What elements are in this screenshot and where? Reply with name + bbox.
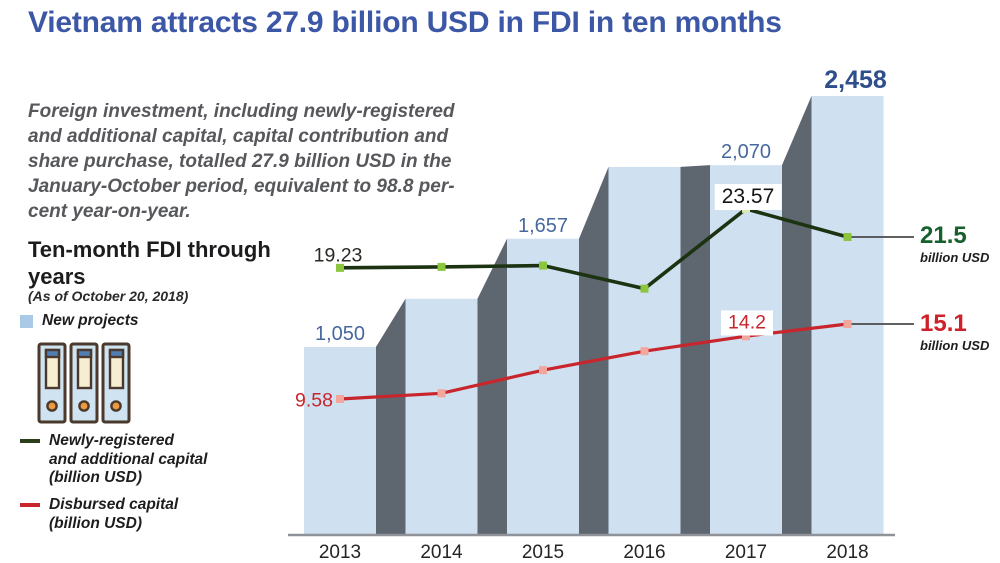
newly-registered-end-label: 21.5 billion USD — [920, 222, 989, 265]
legend-disbursed: Disbursed capital (billion USD) — [20, 496, 178, 533]
marker-newly-registered-2013 — [336, 263, 344, 272]
legend-text-line: Newly-registered — [49, 432, 174, 449]
green-line-swatch-icon — [20, 439, 40, 443]
marker-disbursed-2016 — [640, 347, 649, 356]
intro-line: and additional capital, capital contribu… — [28, 126, 449, 147]
bar-value-label: 2,070 — [720, 141, 772, 164]
section-subheading: (As of October 20, 2018) — [28, 288, 189, 304]
x-axis-label: 2014 — [420, 542, 463, 563]
point-label: 9.58 — [295, 389, 333, 412]
x-axis-label: 2013 — [318, 542, 362, 563]
bar-side-2015 — [477, 238, 507, 534]
end-value: 21.5 — [920, 222, 967, 249]
bar-side-2018 — [782, 96, 812, 534]
binder-icon — [37, 342, 67, 424]
point-label: 23.57 — [714, 184, 782, 210]
bar-2018 — [811, 96, 884, 534]
x-axis-label: 2017 — [724, 542, 768, 563]
end-value: 15.1 — [920, 310, 967, 337]
binder-icon — [69, 342, 99, 424]
x-axis-label: 2018 — [826, 542, 869, 563]
marker-newly-registered-2018 — [843, 233, 852, 242]
end-unit: billion USD — [920, 250, 990, 265]
bar-side-2016 — [579, 166, 609, 534]
binder-icon — [101, 342, 131, 424]
legend-disbursed-text: Disbursed capital (billion USD) — [49, 496, 178, 533]
x-axis-label: 2016 — [623, 542, 666, 563]
end-unit: billion USD — [920, 338, 990, 353]
bar-2017 — [710, 165, 782, 534]
marker-disbursed-2014 — [437, 389, 446, 398]
point-label: 14.2 — [721, 310, 773, 336]
marker-newly-registered-2015 — [539, 261, 547, 270]
new-projects-swatch — [20, 314, 33, 328]
bar-value-label: 2,458 — [824, 66, 887, 94]
bar-value-label: 1,050 — [314, 322, 366, 345]
intro-paragraph: Foreign investment, including newly-regi… — [28, 99, 455, 224]
disbursed-end-label: 15.1 billion USD — [920, 310, 989, 353]
bar-side-2014 — [376, 298, 406, 534]
marker-newly-registered-2014 — [437, 262, 446, 271]
intro-line: share purchase, totalled 27.9 billion US… — [28, 151, 452, 172]
binders-illustration — [37, 342, 132, 429]
legend-text-line: (billion USD) — [49, 514, 142, 532]
marker-disbursed-2018 — [843, 319, 852, 328]
section-heading: Ten-month FDI through years — [28, 236, 271, 290]
section-heading-line1: Ten-month FDI through — [28, 237, 271, 262]
marker-disbursed-2015 — [539, 366, 547, 375]
new-projects-label: New projects — [42, 312, 139, 329]
red-line-swatch-icon — [20, 503, 40, 507]
legend-newly-registered: Newly-registered and additional capital … — [20, 432, 207, 488]
intro-line: January-October period, equivalent to 98… — [28, 176, 455, 197]
x-axis-label: 2015 — [521, 542, 565, 563]
legend-text-line: (billion USD) — [49, 469, 142, 486]
marker-disbursed-2017 — [742, 332, 750, 341]
marker-disbursed-2013 — [336, 395, 344, 403]
bar-2014 — [405, 298, 478, 534]
legend-text-line: and additional capital — [49, 450, 208, 468]
bar-side-2017 — [680, 165, 710, 534]
legend-text-line: Disbursed capital — [49, 496, 179, 513]
intro-line: Foreign investment, including newly-regi… — [28, 101, 455, 122]
legend-newly-registered-text: Newly-registered and additional capital … — [49, 432, 207, 488]
section-heading-line2: years — [28, 264, 86, 289]
point-label: 19.23 — [313, 244, 363, 267]
page-title: Vietnam attracts 27.9 billion USD in FDI… — [28, 6, 782, 39]
line-newly-registered — [339, 206, 848, 291]
intro-line: cent year-on-year. — [28, 201, 191, 222]
bar-2013 — [304, 346, 376, 534]
legend-new-projects: New projects — [20, 312, 138, 330]
bar-2015 — [507, 238, 579, 534]
bar-value-label: 1,657 — [517, 214, 569, 237]
marker-newly-registered-2016 — [640, 284, 649, 293]
binders-icon — [37, 342, 131, 424]
